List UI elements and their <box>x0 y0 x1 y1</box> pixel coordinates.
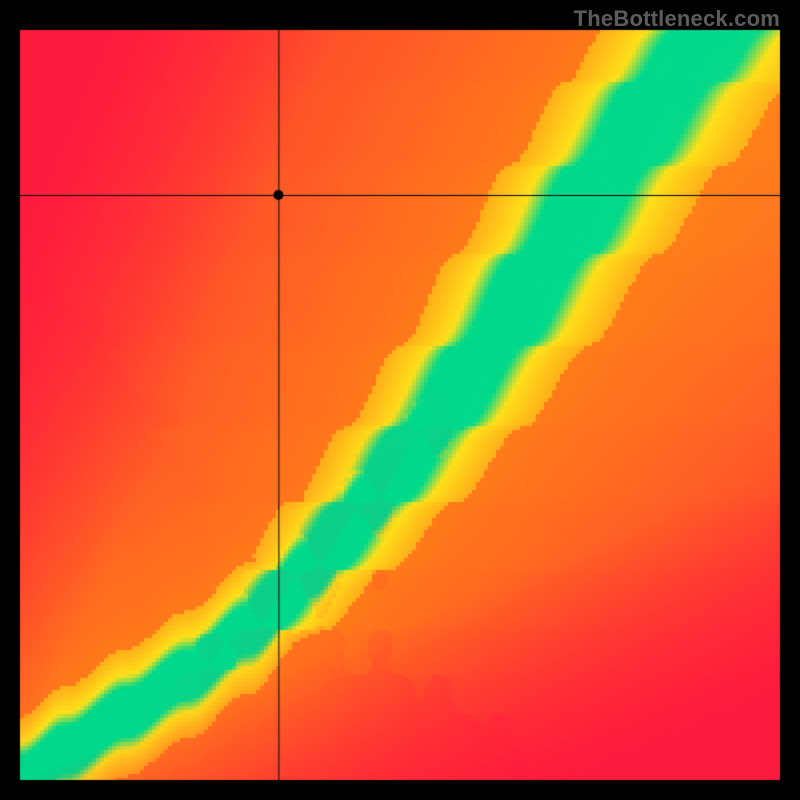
bottleneck-heatmap <box>0 0 800 800</box>
watermark-text: TheBottleneck.com <box>574 6 780 32</box>
